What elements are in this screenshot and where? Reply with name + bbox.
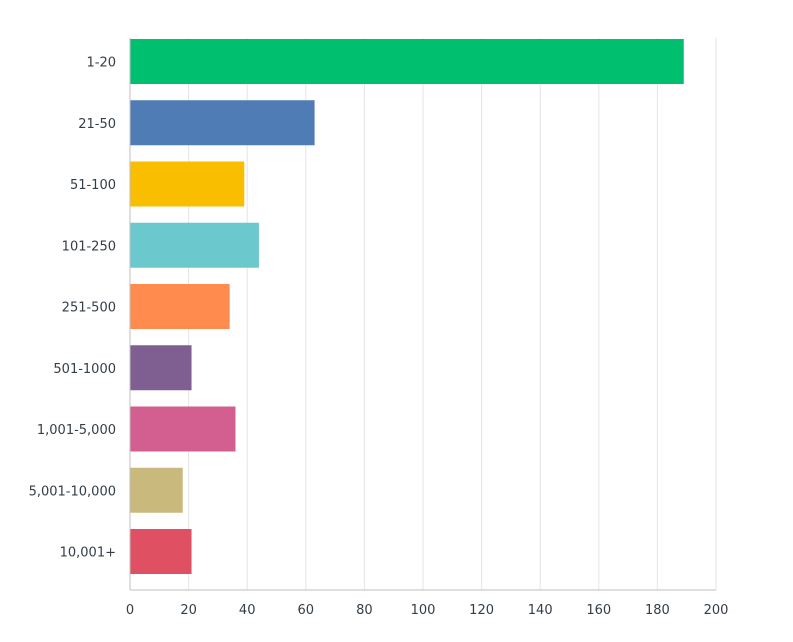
- category-label: 101-250: [62, 239, 116, 254]
- category-label: 1,001-5,000: [37, 423, 116, 438]
- category-label: 1-20: [86, 56, 116, 71]
- bar: [130, 406, 236, 452]
- x-tick-label: 40: [239, 603, 256, 618]
- category-label: 21-50: [78, 117, 116, 132]
- category-labels: 1-20 21-50 51-100 101-250 251-500 501-1000 1,0…: [29, 56, 116, 561]
- x-tick-labels: 0 20 40 60 80 100 120 140 160 180 200: [126, 603, 729, 618]
- category-label: 51-100: [70, 178, 116, 193]
- bar: [130, 345, 192, 391]
- bar: [130, 39, 684, 84]
- bar: [130, 467, 183, 513]
- x-tick-label: 200: [704, 603, 729, 618]
- bar: [130, 100, 315, 146]
- x-tick-label: 140: [528, 603, 553, 618]
- x-tick-label: 80: [356, 603, 373, 618]
- x-tick-label: 0: [126, 603, 134, 618]
- x-tick-label: 60: [298, 603, 315, 618]
- axes: [129, 38, 716, 591]
- bar: [130, 222, 259, 268]
- x-tick-label: 180: [645, 603, 670, 618]
- x-tick-label: 160: [586, 603, 611, 618]
- x-tick-label: 100: [411, 603, 436, 618]
- bars: [130, 39, 684, 574]
- bar: [130, 529, 192, 574]
- x-tick-label: 120: [469, 603, 494, 618]
- category-label: 501-1000: [53, 362, 116, 377]
- category-label: 251-500: [62, 301, 116, 316]
- category-label: 5,001-10,000: [29, 484, 116, 499]
- category-label: 10,001+: [60, 546, 116, 561]
- bar: [130, 161, 245, 207]
- bar: [130, 284, 230, 329]
- x-tick-label: 20: [180, 603, 197, 618]
